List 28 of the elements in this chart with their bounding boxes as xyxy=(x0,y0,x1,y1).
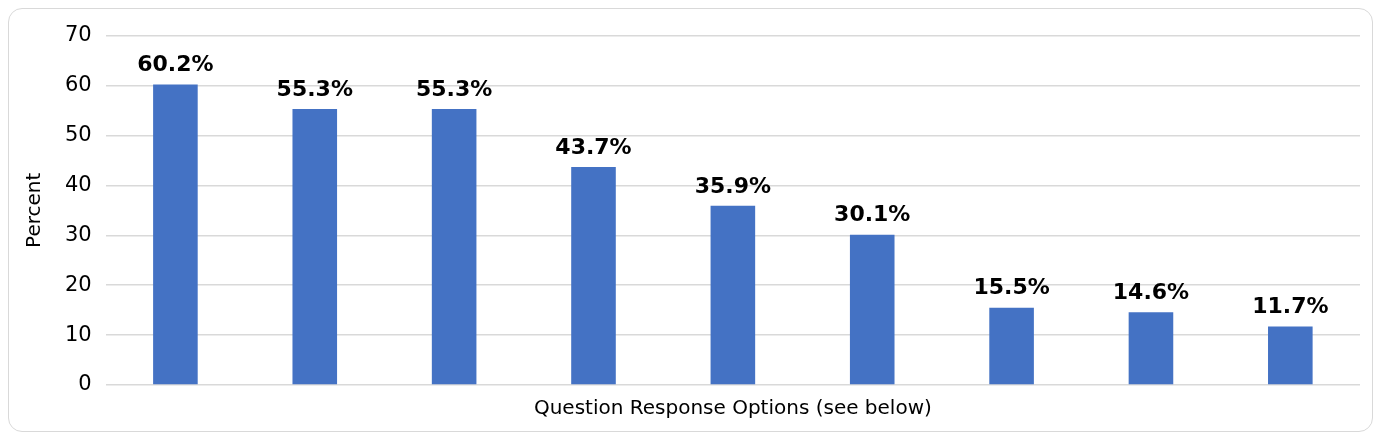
bar xyxy=(1128,312,1174,385)
x-axis-title: Question Response Options (see below) xyxy=(533,395,932,420)
bar xyxy=(989,307,1034,385)
bar xyxy=(849,234,895,385)
y-tick-label: 50 xyxy=(64,121,92,146)
y-tick-label: 10 xyxy=(64,321,92,346)
y-axis-title: Percent xyxy=(21,172,46,248)
bar xyxy=(292,108,338,385)
bar xyxy=(571,166,616,385)
y-tick-label: 60 xyxy=(64,71,92,96)
y-tick-label: 70 xyxy=(64,22,92,47)
data-label: 43.7% xyxy=(555,133,632,159)
bar xyxy=(153,84,198,385)
data-label: 15.5% xyxy=(973,274,1050,300)
data-label: 30.1% xyxy=(834,201,911,227)
data-label: 55.3% xyxy=(415,75,493,101)
data-label: 14.6% xyxy=(1112,278,1190,304)
data-label: 60.2% xyxy=(137,51,214,77)
data-label: 35.9% xyxy=(694,172,772,198)
bar xyxy=(1268,326,1313,385)
bar xyxy=(431,108,477,385)
y-tick-label: 0 xyxy=(78,371,92,396)
data-label: 55.3% xyxy=(276,75,353,101)
y-tick-label: 40 xyxy=(64,171,92,196)
bar xyxy=(710,205,756,385)
y-tick-label: 30 xyxy=(64,221,92,246)
data-label: 11.7% xyxy=(1252,293,1329,319)
y-tick-label: 20 xyxy=(64,271,92,296)
